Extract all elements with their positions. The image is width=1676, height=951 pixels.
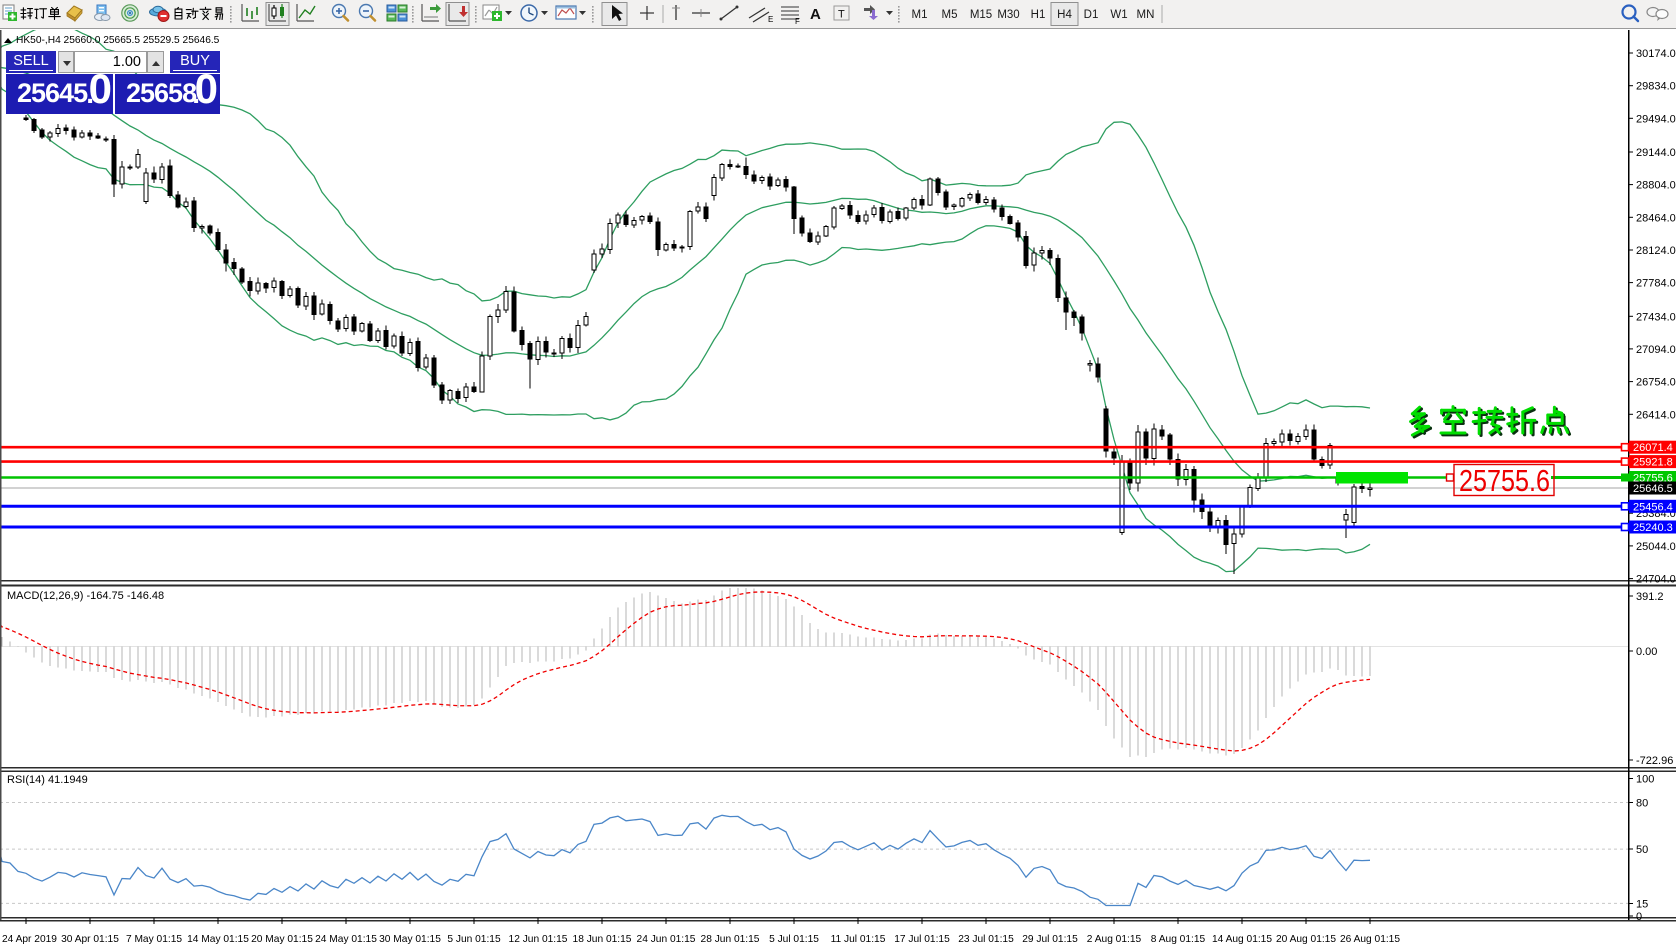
svg-text:24 Apr 2019: 24 Apr 2019 bbox=[2, 934, 57, 945]
svg-text:0: 0 bbox=[1636, 911, 1642, 923]
svg-text:29 Jul 01:15: 29 Jul 01:15 bbox=[1022, 934, 1078, 945]
svg-text:8 Aug 01:15: 8 Aug 01:15 bbox=[1151, 934, 1206, 945]
svg-text:0.00: 0.00 bbox=[1636, 646, 1657, 658]
svg-text:2 Aug 01:15: 2 Aug 01:15 bbox=[1087, 934, 1142, 945]
svg-text:391.2: 391.2 bbox=[1636, 591, 1664, 603]
svg-text:25921.8: 25921.8 bbox=[1633, 457, 1673, 469]
svg-text:7 May 01:15: 7 May 01:15 bbox=[126, 934, 182, 945]
svg-text:HK50-,H4 25660.0 25665.5 2552: HK50-,H4 25660.0 25665.5 25529.5 25646.5 bbox=[16, 35, 220, 46]
svg-text:F: F bbox=[795, 17, 800, 26]
svg-text:T: T bbox=[838, 9, 845, 21]
svg-text:24704.0: 24704.0 bbox=[1636, 574, 1676, 586]
svg-text:28124.0: 28124.0 bbox=[1636, 245, 1676, 257]
svg-text:26 Aug 01:15: 26 Aug 01:15 bbox=[1340, 934, 1400, 945]
svg-text:MN: MN bbox=[1137, 9, 1155, 21]
svg-text:28464.0: 28464.0 bbox=[1636, 212, 1676, 224]
svg-text:MACD(12,26,9) -164.75 -146.48: MACD(12,26,9) -164.75 -146.48 bbox=[7, 590, 164, 602]
svg-text:15: 15 bbox=[1636, 899, 1648, 911]
svg-text:24 Jun 01:15: 24 Jun 01:15 bbox=[637, 934, 696, 945]
svg-text:W1: W1 bbox=[1110, 9, 1127, 21]
svg-text:25240.3: 25240.3 bbox=[1633, 522, 1673, 534]
svg-text:27094.0: 27094.0 bbox=[1636, 344, 1676, 356]
svg-text:H4: H4 bbox=[1057, 9, 1072, 21]
svg-text:H1: H1 bbox=[1031, 9, 1046, 21]
svg-text:50: 50 bbox=[1636, 844, 1648, 856]
svg-text:29144.0: 29144.0 bbox=[1636, 147, 1676, 159]
svg-text:28804.0: 28804.0 bbox=[1636, 180, 1676, 192]
svg-text:26071.4: 26071.4 bbox=[1633, 442, 1673, 454]
svg-text:24 May 01:15: 24 May 01:15 bbox=[315, 934, 377, 945]
svg-text:25646.5: 25646.5 bbox=[1633, 483, 1673, 495]
svg-text:20 Aug 01:15: 20 Aug 01:15 bbox=[1276, 934, 1336, 945]
svg-text:17 Jul 01:15: 17 Jul 01:15 bbox=[894, 934, 950, 945]
svg-text:14 Aug 01:15: 14 Aug 01:15 bbox=[1212, 934, 1272, 945]
svg-text:20 May 01:15: 20 May 01:15 bbox=[251, 934, 313, 945]
svg-text:100: 100 bbox=[1636, 774, 1654, 786]
svg-text:27434.0: 27434.0 bbox=[1636, 311, 1676, 323]
svg-text:18 Jun 01:15: 18 Jun 01:15 bbox=[573, 934, 632, 945]
svg-text:RSI(14) 41.1949: RSI(14) 41.1949 bbox=[7, 774, 88, 786]
svg-text:-722.96: -722.96 bbox=[1636, 755, 1673, 767]
svg-text:M30: M30 bbox=[997, 9, 1019, 21]
svg-text:27784.0: 27784.0 bbox=[1636, 278, 1676, 290]
svg-text:11 Jul 01:15: 11 Jul 01:15 bbox=[831, 934, 886, 945]
svg-text:A: A bbox=[810, 6, 821, 23]
svg-text:25456.4: 25456.4 bbox=[1633, 501, 1673, 513]
svg-text:30174.0: 30174.0 bbox=[1636, 48, 1676, 60]
svg-text:28 Jun 01:15: 28 Jun 01:15 bbox=[701, 934, 760, 945]
svg-text:30 Apr 01:15: 30 Apr 01:15 bbox=[61, 934, 119, 945]
svg-text:23 Jul 01:15: 23 Jul 01:15 bbox=[958, 934, 1014, 945]
svg-text:29834.0: 29834.0 bbox=[1636, 81, 1676, 93]
svg-text:25755.6: 25755.6 bbox=[1459, 463, 1550, 498]
svg-text:12 Jun 01:15: 12 Jun 01:15 bbox=[509, 934, 568, 945]
svg-text:M15: M15 bbox=[970, 9, 992, 21]
svg-text:E: E bbox=[768, 15, 773, 24]
svg-text:26414.0: 26414.0 bbox=[1636, 409, 1676, 421]
svg-text:14 May 01:15: 14 May 01:15 bbox=[187, 934, 249, 945]
svg-text:D1: D1 bbox=[1084, 9, 1099, 21]
svg-text:5 Jun 01:15: 5 Jun 01:15 bbox=[447, 934, 501, 945]
svg-text:29494.0: 29494.0 bbox=[1636, 113, 1676, 125]
svg-text:30 May 01:15: 30 May 01:15 bbox=[379, 934, 441, 945]
svg-text:5 Jul 01:15: 5 Jul 01:15 bbox=[769, 934, 819, 945]
svg-text:M1: M1 bbox=[912, 9, 928, 21]
svg-text:80: 80 bbox=[1636, 798, 1648, 810]
svg-text:26754.0: 26754.0 bbox=[1636, 377, 1676, 389]
svg-text:M5: M5 bbox=[942, 9, 958, 21]
svg-text:25044.0: 25044.0 bbox=[1636, 541, 1676, 553]
